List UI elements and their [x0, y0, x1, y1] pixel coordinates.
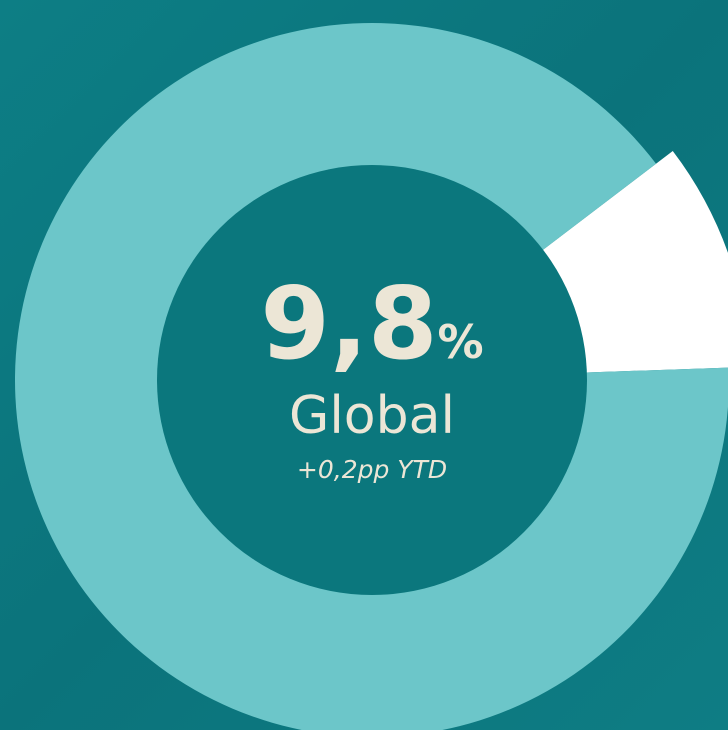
donut-segment: [15, 23, 728, 730]
highlight-segment: [531, 151, 728, 374]
center-value-unit: %: [438, 315, 484, 369]
donut: [15, 23, 728, 730]
annotation: +0,2pp YTD: [297, 455, 447, 484]
center-value-number: 9,8: [260, 265, 437, 382]
center-label: Global: [289, 386, 455, 446]
center-value: 9,8%: [260, 265, 483, 382]
donut-hole: [157, 165, 587, 595]
